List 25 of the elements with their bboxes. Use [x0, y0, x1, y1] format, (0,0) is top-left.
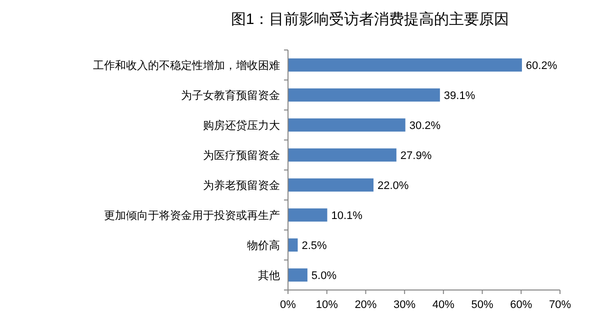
data-label: 60.2%: [526, 60, 558, 72]
data-label: 10.1%: [331, 210, 363, 222]
data-label: 2.5%: [302, 240, 328, 252]
x-tick-label: 30%: [394, 299, 416, 311]
x-tick-label: 50%: [471, 299, 494, 311]
y-tick-label: 为医疗预留资金: [203, 149, 280, 162]
x-tick-label: 40%: [432, 299, 455, 311]
y-tick-label: 为养老预留资金: [203, 179, 280, 192]
x-tick-label: 10%: [316, 299, 338, 311]
x-tick-label: 60%: [510, 299, 532, 311]
chart-title: 图1：目前影响受访者消费提高的主要原因: [230, 11, 510, 28]
x-tick-label: 70%: [548, 299, 572, 311]
y-tick-label: 物价高: [247, 239, 280, 252]
data-label: 22.0%: [377, 180, 409, 192]
y-tick-label: 购房还贷压力大: [203, 119, 280, 132]
y-tick-label: 为子女教育预留资金: [181, 89, 280, 102]
x-tick-label: 20%: [354, 299, 377, 311]
x-tick-label: 0%: [280, 299, 296, 311]
data-label: 27.9%: [400, 150, 432, 162]
data-label: 30.2%: [409, 120, 441, 132]
data-label: 5.0%: [311, 270, 337, 282]
data-label: 39.1%: [444, 90, 476, 102]
y-tick-label: 工作和收入的不稳定性增加，增收困难: [93, 59, 280, 72]
y-tick-label: 其他: [258, 269, 280, 282]
y-tick-label: 更加倾向于将资金用于投资或再生产: [104, 209, 280, 222]
